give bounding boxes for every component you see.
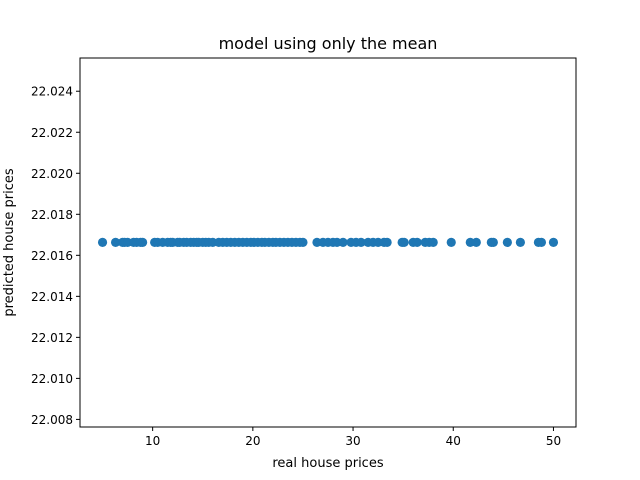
- y-tick-label: 22.010: [31, 372, 73, 386]
- y-tick-label: 22.008: [31, 413, 73, 427]
- axes-frame: [79, 57, 577, 428]
- x-tick-label: 40: [446, 434, 461, 448]
- data-point: [502, 237, 512, 247]
- data-point: [471, 237, 481, 247]
- data-point: [515, 237, 525, 247]
- x-tick-label: 20: [245, 434, 260, 448]
- data-point: [338, 237, 348, 247]
- x-axis-label: real house prices: [272, 456, 383, 471]
- y-axis-ticks: 22.008 22.010 22.012 22.014 22.016 22.018 22.0…: [31, 85, 80, 427]
- chart-title: model using only the mean: [219, 34, 438, 53]
- data-point: [536, 237, 547, 247]
- y-tick-label: 22.020: [31, 167, 73, 181]
- data-point: [488, 237, 498, 247]
- x-tick-label: 30: [345, 434, 360, 448]
- data-point: [356, 237, 366, 247]
- y-axis-label: predicted house prices: [2, 168, 17, 316]
- data-point: [138, 237, 148, 247]
- data-point: [428, 237, 438, 247]
- y-tick-label: 22.018: [31, 208, 73, 222]
- data-points: [97, 237, 559, 247]
- y-tick-label: 22.014: [31, 290, 73, 304]
- data-point: [298, 237, 308, 247]
- data-point: [412, 237, 422, 247]
- data-point: [97, 237, 108, 247]
- y-tick-label: 22.024: [31, 85, 73, 99]
- data-point: [548, 237, 559, 247]
- data-point: [446, 237, 456, 247]
- x-axis-ticks: 10 20 30 40 50: [145, 427, 561, 448]
- data-point: [110, 237, 121, 247]
- data-point: [382, 237, 392, 247]
- x-tick-label: 50: [546, 434, 561, 448]
- x-tick-label: 10: [145, 434, 160, 448]
- data-point: [399, 237, 409, 247]
- y-tick-label: 22.022: [31, 126, 73, 140]
- y-tick-label: 22.012: [31, 331, 73, 345]
- y-tick-label: 22.016: [31, 249, 73, 263]
